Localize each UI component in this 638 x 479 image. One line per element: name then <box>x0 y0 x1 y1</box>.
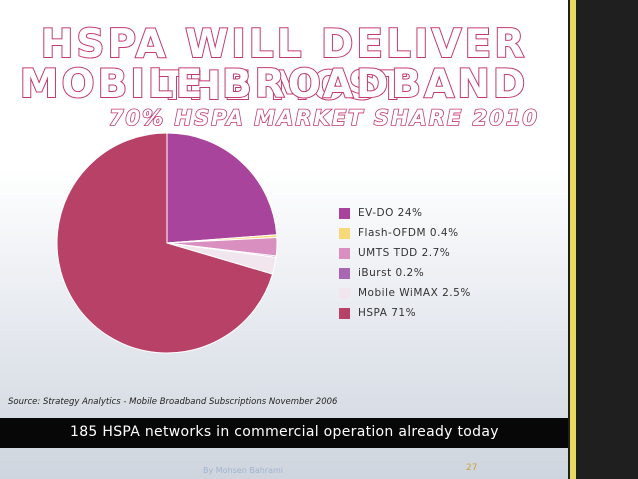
legend-label: Mobile WiMAX 2.5% <box>358 287 471 299</box>
accent-stripe <box>570 0 576 479</box>
legend-swatch <box>339 227 350 239</box>
footer-author: By Mohsen Bahrami <box>203 466 284 475</box>
source-note: Source: Strategy Analytics - Mobile Broa… <box>8 397 338 407</box>
subtitle: 70% HSPA MARKET SHARE 2010 <box>108 105 540 131</box>
legend-swatch <box>339 207 350 219</box>
legend-item-0: EV-DO 24% <box>339 203 471 223</box>
legend-item-1: Flash-OFDM 0.4% <box>339 223 471 243</box>
legend-label: Flash-OFDM 0.4% <box>358 227 459 239</box>
banner-text: 185 HSPA networks in commercial operatio… <box>70 424 499 440</box>
legend-swatch <box>339 247 350 259</box>
legend-item-3: iBurst 0.2% <box>339 263 471 283</box>
right-sidebar-bar <box>568 0 638 479</box>
legend-item-2: UMTS TDD 2.7% <box>339 243 471 263</box>
legend-swatch <box>339 267 350 279</box>
chart-legend: EV-DO 24% Flash-OFDM 0.4% UMTS TDD 2.7% iBu… <box>339 203 471 323</box>
title-line-1: HSPA WILL DELIVER THE MOST <box>40 22 528 109</box>
slide: HSPA WILL DELIVER THE MOST MOBILE BROADB… <box>0 22 568 475</box>
legend-swatch <box>339 307 350 319</box>
legend-item-5: HSPA 71% <box>339 303 471 323</box>
legend-label: iBurst 0.2% <box>358 267 425 279</box>
legend-label: UMTS TDD 2.7% <box>358 247 451 259</box>
legend-swatch <box>339 287 350 299</box>
legend-label: EV-DO 24% <box>358 207 423 219</box>
legend-item-4: Mobile WiMAX 2.5% <box>339 283 471 303</box>
pie-slice-0 <box>166 132 278 244</box>
pie-chart <box>56 132 278 354</box>
banner: 185 HSPA networks in commercial operatio… <box>0 418 568 448</box>
title-line-2: MOBILE BROADBAND <box>19 62 529 107</box>
page-number: 27 <box>466 463 478 473</box>
legend-label: HSPA 71% <box>358 307 417 319</box>
pie-slice-5 <box>56 132 274 354</box>
